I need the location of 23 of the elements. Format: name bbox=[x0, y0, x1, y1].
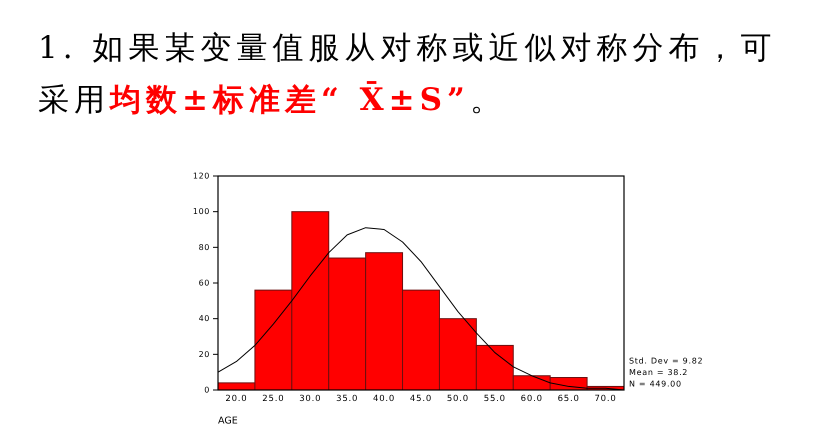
y-tick-label: 40 bbox=[198, 314, 210, 324]
x-tick-label: 55.0 bbox=[484, 394, 506, 404]
x-tick-label: 35.0 bbox=[336, 394, 358, 404]
x-tick-label: 40.0 bbox=[373, 394, 396, 404]
x-axis-title: AGE bbox=[218, 416, 238, 426]
x-tick-label: 60.0 bbox=[520, 394, 543, 404]
y-tick-label: 60 bbox=[198, 278, 210, 288]
x-tick-label: 20.0 bbox=[225, 394, 248, 404]
text: Std. Dev = 9.82 bbox=[629, 356, 704, 366]
y-tick-label: 80 bbox=[198, 242, 210, 252]
text: N = 449.00 bbox=[629, 380, 682, 388]
y-tick-label: 0 bbox=[204, 386, 210, 394]
x-tick-label: 70.0 bbox=[594, 394, 617, 404]
x-tick-label: 65.0 bbox=[558, 394, 580, 404]
x-tick-label: 30.0 bbox=[299, 394, 322, 404]
text: Mean = 38.2 bbox=[629, 368, 688, 377]
x-tick-label: 25.0 bbox=[262, 394, 284, 404]
y-tick-label: 100 bbox=[192, 207, 210, 216]
chart-title: 1. 如果某变量值服从对称或近似对称分布，可采用均数±标准差“ X̄±S”。 bbox=[38, 29, 778, 120]
y-tick-label: 120 bbox=[192, 172, 210, 180]
x-tick-label: 45.0 bbox=[410, 394, 432, 404]
x-tick-label: 50.0 bbox=[446, 394, 469, 404]
y-tick-label: 20 bbox=[198, 350, 210, 359]
